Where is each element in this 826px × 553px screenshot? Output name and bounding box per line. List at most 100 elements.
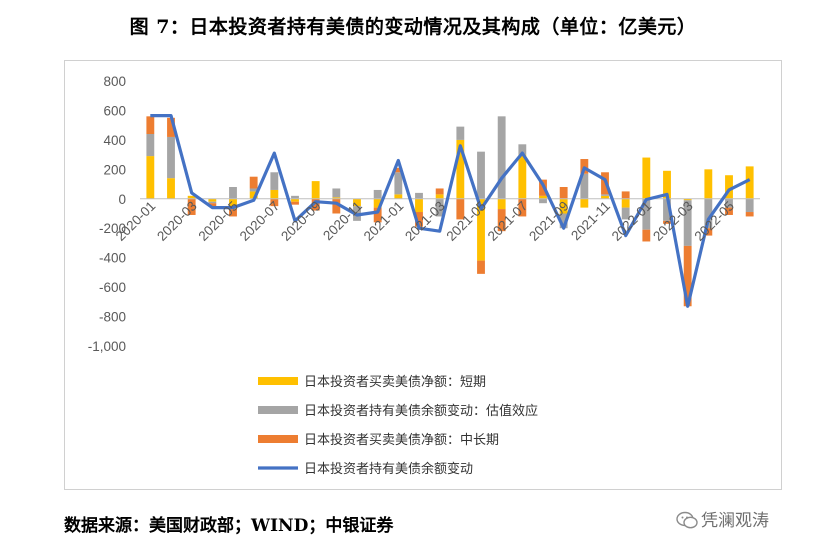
series-line bbox=[150, 113, 751, 308]
y-tick-label: -200 bbox=[99, 221, 126, 236]
bar-segment-series-1 bbox=[332, 197, 341, 199]
bar-segment-series-2 bbox=[373, 189, 382, 199]
bar-segment-series-2 bbox=[663, 198, 671, 221]
bar-segment-series-2 bbox=[208, 201, 217, 204]
bar-segment-series-3 bbox=[332, 198, 341, 214]
bar-segment-series-2 bbox=[497, 116, 506, 199]
bar-segment-series-2 bbox=[332, 188, 341, 198]
bar-segment-series-3 bbox=[187, 198, 196, 215]
line-layer bbox=[150, 113, 751, 308]
source-note: 数据来源：美国财政部；WIND；中银证券 bbox=[64, 516, 394, 536]
bar-segment-series-2 bbox=[415, 192, 423, 199]
bar-segment-series-1 bbox=[394, 194, 403, 199]
bar-segment-series-3 bbox=[456, 198, 465, 220]
bar-segment-series-2 bbox=[518, 144, 527, 155]
bar-segment-series-2 bbox=[745, 198, 754, 213]
bar-segment-series-2 bbox=[291, 195, 299, 199]
bar-segment-series-3 bbox=[477, 260, 485, 274]
bar-segment-series-2 bbox=[167, 136, 175, 179]
y-tick-label: 0 bbox=[118, 192, 126, 207]
bar-segment-series-2 bbox=[270, 172, 279, 190]
figure-title: 图 7：日本投资者持有美债的变动情况及其构成（单位：亿美元） bbox=[129, 16, 697, 38]
bar-segment-series-2 bbox=[642, 198, 651, 230]
y-tick-label: 600 bbox=[103, 103, 126, 118]
bar-segment-series-3 bbox=[683, 245, 692, 307]
bar-segment-series-2 bbox=[394, 172, 403, 195]
bar-segment-series-1 bbox=[477, 198, 485, 261]
bar-segment-series-1 bbox=[291, 198, 299, 202]
y-tick-label: -600 bbox=[99, 280, 126, 295]
bar-segment-series-2 bbox=[146, 134, 155, 157]
y-axis: 800 600 400 200 0 -200 -400 -600 -800 -1,000 bbox=[88, 74, 126, 354]
wechat-icon bbox=[676, 511, 698, 529]
y-tick-label: -1,000 bbox=[88, 339, 126, 354]
bar-segment-series-3 bbox=[311, 198, 320, 211]
bar-segment-series-2 bbox=[683, 200, 692, 246]
bar-segment-series-3 bbox=[704, 228, 713, 236]
bar-segment-series-1 bbox=[415, 198, 423, 213]
bar-segment-series-2 bbox=[704, 198, 713, 229]
bar-segment-series-1 bbox=[208, 198, 217, 202]
bar-segment-series-1 bbox=[249, 191, 258, 199]
y-tick-label: 800 bbox=[103, 74, 126, 89]
bar-segment-series-2 bbox=[229, 187, 237, 199]
bar-segment-series-2 bbox=[435, 198, 444, 217]
x-tick-label: 2020-03 bbox=[154, 198, 200, 244]
bar-segment-series-1 bbox=[704, 169, 713, 199]
bar-segment-series-2 bbox=[249, 188, 258, 192]
bar-segment-series-1 bbox=[601, 195, 609, 199]
bar-segment-series-3 bbox=[518, 198, 527, 217]
bar-segment-series-3 bbox=[229, 209, 237, 217]
bar-segment-series-1 bbox=[745, 166, 754, 199]
legend-label: 日本投资者买卖美债净额：短期 bbox=[304, 374, 486, 390]
bar-segment-series-2 bbox=[539, 198, 547, 204]
bar-segment-series-1 bbox=[580, 198, 589, 208]
bar-segment-series-3 bbox=[270, 198, 279, 207]
x-tick-label: 2020-05 bbox=[195, 198, 241, 244]
bar-segment-series-3 bbox=[642, 229, 651, 242]
legend-swatch-bar bbox=[258, 435, 298, 443]
y-tick-label: -800 bbox=[99, 310, 126, 325]
legend-label: 日本投资者持有美债余额变动：估值效应 bbox=[304, 403, 538, 419]
x-tick-label: 2022-05 bbox=[691, 198, 737, 244]
bar-segment-series-3 bbox=[373, 207, 382, 223]
bar-segment-series-3 bbox=[621, 191, 630, 199]
watermark: 凭澜观涛 bbox=[676, 506, 769, 531]
x-tick-label: 2021-07 bbox=[485, 198, 531, 244]
bar-segment-series-3 bbox=[497, 209, 506, 232]
legend-label: 日本投资者持有美债余额变动 bbox=[304, 461, 473, 477]
bar-segment-series-3 bbox=[435, 188, 444, 195]
bar-segment-series-2 bbox=[725, 198, 733, 208]
bar-segment-series-1 bbox=[270, 189, 279, 199]
bar-segment-series-3 bbox=[146, 116, 155, 134]
bar-segment-series-2 bbox=[559, 213, 568, 229]
y-tick-label: -400 bbox=[99, 251, 126, 266]
bar-segment-series-1 bbox=[456, 139, 465, 199]
bar-segment-series-1 bbox=[725, 175, 733, 199]
bar-segment-series-3 bbox=[394, 167, 403, 173]
bar-segment-series-1 bbox=[373, 198, 382, 208]
bar-segment-series-3 bbox=[167, 117, 175, 137]
bar-segment-series-1 bbox=[539, 195, 547, 199]
legend-swatch-bar bbox=[258, 377, 298, 385]
legend-swatch-bar bbox=[258, 406, 298, 414]
y-tick-label: 400 bbox=[103, 133, 126, 148]
bar-segment-series-1 bbox=[435, 194, 444, 199]
bar-segment-series-1 bbox=[167, 178, 175, 199]
bar-segment-series-1 bbox=[559, 198, 568, 214]
bar-segment-series-1 bbox=[146, 156, 155, 199]
bar-segment-series-3 bbox=[415, 212, 423, 227]
bar-segment-series-1 bbox=[187, 195, 196, 199]
bar-segment-series-2 bbox=[477, 151, 485, 199]
bar-segment-series-1 bbox=[311, 181, 320, 199]
x-tick-label: 2021-11 bbox=[568, 198, 613, 243]
bar-segment-series-1 bbox=[518, 154, 527, 199]
bar-segment-series-1 bbox=[642, 157, 651, 199]
watermark-text: 凭澜观涛 bbox=[701, 511, 769, 531]
x-tick-label: 2020-09 bbox=[278, 198, 324, 244]
bar-segment-series-2 bbox=[456, 126, 465, 140]
bar-segment-series-3 bbox=[208, 203, 217, 207]
bar-segment-series-3 bbox=[725, 207, 733, 215]
bar-segment-series-2 bbox=[580, 173, 589, 199]
